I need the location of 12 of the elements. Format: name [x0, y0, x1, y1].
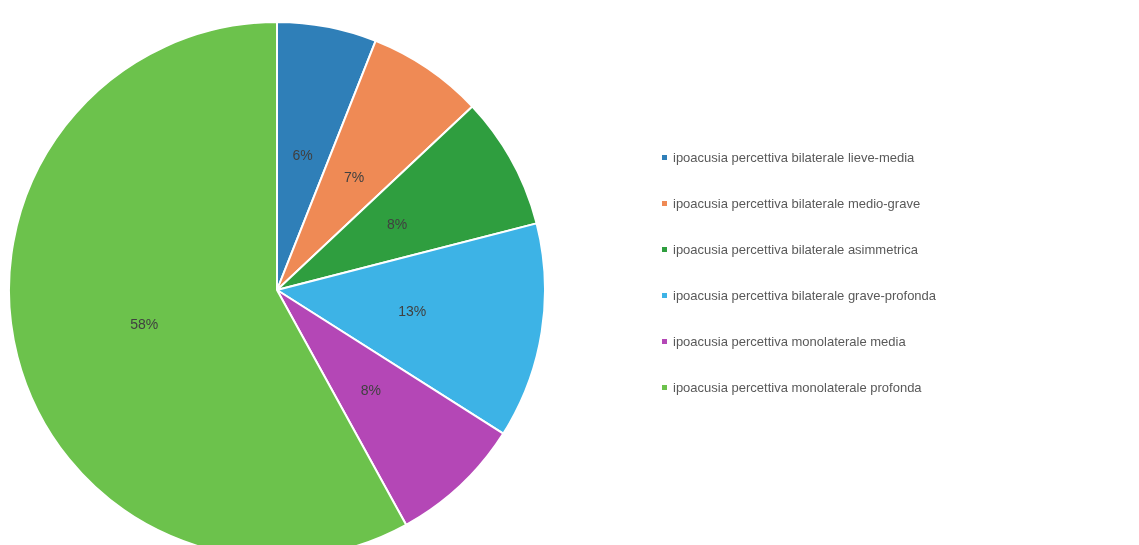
legend-label: ipoacusia percettiva bilaterale medio-grave: [673, 196, 921, 211]
legend-label: ipoacusia percettiva bilaterale grave-profonda: [673, 288, 937, 303]
data-label: 13%: [398, 303, 427, 320]
data-label: 8%: [386, 216, 408, 232]
legend-label: ipoacusia percettiva bilaterale lieve-media: [673, 150, 916, 165]
data-label: 6%: [292, 147, 313, 164]
legend-label: ipoacusia percettiva bilaterale asimmetrica: [673, 242, 919, 257]
legend-label: ipoacusia percettiva monolaterale media: [673, 334, 907, 349]
data-label: 8%: [360, 381, 381, 398]
data-label: 58%: [130, 316, 159, 333]
legend-label: ipoacusia percettiva monolaterale profonda: [673, 380, 923, 395]
data-label: 7%: [343, 168, 365, 185]
